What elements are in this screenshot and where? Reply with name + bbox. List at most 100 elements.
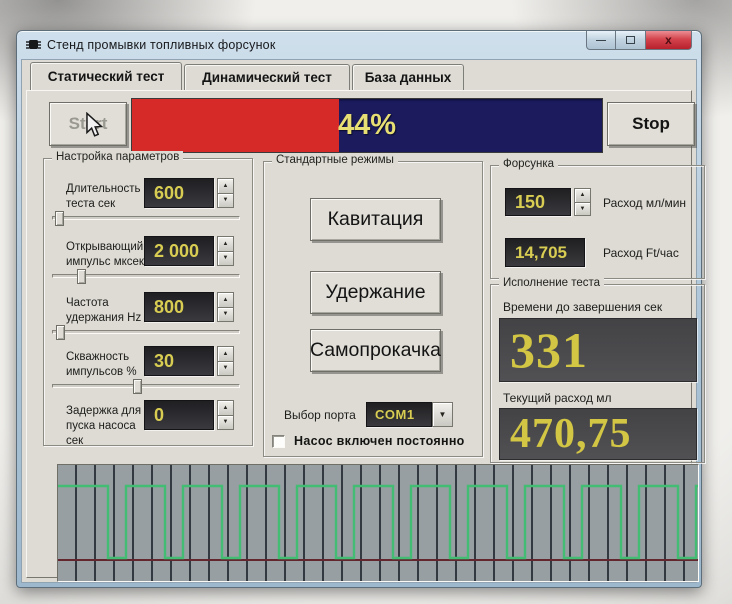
- hold-button[interactable]: Удержание: [310, 271, 441, 314]
- pump-always-on-checkbox[interactable]: [272, 434, 285, 448]
- group-parameter-settings: Настройка параметров Длительность теста …: [43, 151, 253, 447]
- flow-ml-min-field[interactable]: 150: [505, 188, 571, 216]
- maximize-icon: [626, 36, 635, 44]
- scope-wave: [58, 484, 698, 560]
- arrow-up-icon: ▲: [222, 240, 229, 247]
- stop-button-label: Stop: [632, 114, 670, 133]
- slider-thumb[interactable]: [132, 379, 142, 394]
- param-field-opening-pulse[interactable]: 2 000: [144, 236, 214, 266]
- param-slider-test-duration[interactable]: [52, 211, 240, 226]
- param-label-opening-pulse: Открывающий импульс мксек: [66, 241, 144, 268]
- group-legend: Стандартные режимы: [272, 154, 398, 166]
- app-icon: [26, 40, 41, 49]
- spin-down-button[interactable]: ▼: [217, 251, 234, 266]
- progress-fill: [132, 99, 339, 152]
- param-label-test-duration: Длительность теста сек: [66, 183, 141, 210]
- param-slider-duty-cycle[interactable]: [52, 379, 240, 394]
- arrow-down-icon: ▼: [222, 197, 229, 204]
- flow-ml-min-value: 150: [515, 191, 546, 212]
- spin-down-button[interactable]: ▼: [217, 415, 234, 430]
- maximize-button[interactable]: [616, 31, 646, 50]
- port-select-label: Выбор порта: [284, 408, 356, 422]
- spin-down-button[interactable]: ▼: [574, 202, 591, 216]
- arrow-down-icon: ▼: [579, 205, 586, 212]
- spin-up-button[interactable]: ▲: [217, 178, 234, 194]
- group-legend: Настройка параметров: [52, 151, 184, 163]
- progress-percent: 44%: [337, 109, 397, 141]
- self-priming-button[interactable]: Самопрокачка: [310, 329, 441, 372]
- port-combobox[interactable]: COM1: [366, 402, 432, 427]
- spin-up-button[interactable]: ▲: [217, 346, 234, 362]
- group-standard-modes: Стандартные режимы Кавитация Удержание С…: [263, 154, 483, 457]
- param-field-hold-frequency[interactable]: 800: [144, 292, 214, 322]
- spin-down-button[interactable]: ▼: [217, 193, 234, 208]
- spin-up-button[interactable]: ▲: [217, 400, 234, 416]
- cavitation-button[interactable]: Кавитация: [310, 198, 441, 241]
- start-button[interactable]: Start: [49, 102, 127, 146]
- spin-down-button[interactable]: ▼: [217, 361, 234, 376]
- param-field-duty-cycle[interactable]: 30: [144, 346, 214, 376]
- close-button[interactable]: x: [646, 31, 692, 50]
- time-remaining-display: 331: [499, 318, 697, 382]
- tab-label: Динамический тест: [202, 70, 332, 85]
- param-value: 2 000: [154, 240, 200, 261]
- mode-button-label: Самопрокачка: [310, 339, 441, 361]
- param-slider-hold-frequency[interactable]: [52, 325, 240, 340]
- minimize-icon: —: [596, 34, 606, 46]
- param-label-pump-start-delay: Задержка для пуска насоса сек: [66, 405, 142, 447]
- arrow-up-icon: ▲: [222, 350, 229, 357]
- arrow-down-icon: ▼: [222, 419, 229, 426]
- group-legend: Исполнение теста: [499, 277, 605, 289]
- slider-thumb[interactable]: [76, 269, 86, 284]
- port-value: COM1: [375, 407, 415, 422]
- group-legend: Форсунка: [499, 158, 559, 170]
- arrow-up-icon: ▲: [579, 192, 586, 199]
- spin-up-button[interactable]: ▲: [574, 188, 591, 203]
- oscilloscope-panel: [57, 464, 699, 582]
- flow-spinner: ▲ ▼: [574, 188, 591, 216]
- spin-down-button[interactable]: ▼: [217, 307, 234, 322]
- param-spinner-duty-cycle: ▲ ▼: [217, 346, 234, 376]
- static-test-page: Start 44% Stop Настройка параметров Длит…: [26, 90, 705, 582]
- param-spinner-opening-pulse: ▲ ▼: [217, 236, 234, 266]
- slider-thumb[interactable]: [54, 211, 64, 226]
- arrow-up-icon: ▲: [222, 404, 229, 411]
- param-spinner-pump-start-delay: ▲ ▼: [217, 400, 234, 430]
- arrow-up-icon: ▲: [222, 296, 229, 303]
- pump-always-on-row: Насос включен постоянно: [272, 434, 465, 448]
- tab-database[interactable]: База данных: [352, 64, 464, 90]
- param-spinner-test-duration: ▲ ▼: [217, 178, 234, 208]
- tab-dynamic-test[interactable]: Динамический тест: [184, 64, 350, 90]
- arrow-down-icon: ▼: [222, 365, 229, 372]
- app-window: Стенд промывки топливных форсунок — x Ст…: [16, 30, 705, 588]
- tab-static-test[interactable]: Статический тест: [30, 62, 182, 90]
- port-dropdown-button[interactable]: ▼: [432, 402, 453, 427]
- param-slider-opening-pulse[interactable]: [52, 269, 240, 284]
- spin-up-button[interactable]: ▲: [217, 236, 234, 252]
- titlebar[interactable]: Стенд промывки топливных форсунок — x: [17, 31, 701, 59]
- progress-bar: 44%: [131, 98, 603, 153]
- current-flow-display: 470,75: [499, 408, 697, 460]
- flow-ml-min-label: Расход мл/мин: [603, 196, 687, 210]
- param-field-test-duration[interactable]: 600: [144, 178, 214, 208]
- param-value: 30: [154, 350, 175, 371]
- dropdown-arrow-icon: ▼: [438, 410, 447, 419]
- group-injector: Форсунка 150 ▲ ▼ Расход мл/мин 14,705 Ра…: [490, 158, 705, 279]
- minimize-button[interactable]: —: [586, 31, 616, 50]
- client-area: Статический тест Динамический тест База …: [21, 59, 705, 583]
- mode-button-label: Удержание: [325, 281, 426, 303]
- current-flow-value: 470,75: [510, 411, 632, 457]
- stop-button[interactable]: Stop: [607, 102, 695, 146]
- slider-thumb[interactable]: [56, 325, 66, 340]
- arrow-down-icon: ▼: [222, 255, 229, 262]
- param-spinner-hold-frequency: ▲ ▼: [217, 292, 234, 322]
- param-value: 0: [154, 404, 165, 425]
- param-field-pump-start-delay[interactable]: 0: [144, 400, 214, 430]
- arrow-down-icon: ▼: [222, 311, 229, 318]
- param-value: 600: [154, 182, 185, 203]
- time-remaining-label: Времени до завершения сек: [503, 300, 663, 314]
- close-icon: x: [665, 33, 672, 47]
- flow-ft-hour-label: Расход Ft/час: [603, 246, 679, 260]
- pump-always-on-label: Насос включен постоянно: [294, 434, 465, 448]
- spin-up-button[interactable]: ▲: [217, 292, 234, 308]
